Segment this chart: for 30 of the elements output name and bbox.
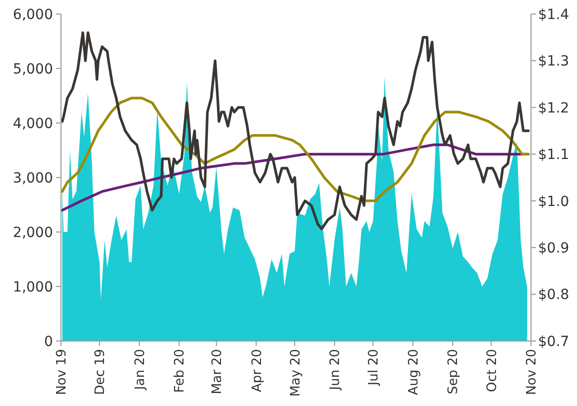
x-tick-label: Nov 20: [524, 349, 540, 396]
y-tick-label: 0: [44, 334, 53, 350]
x-tick-label: Aug 20: [406, 349, 422, 396]
y2-tick-label: $0.7: [538, 334, 570, 350]
y2-tick-label: $1.3: [538, 54, 570, 70]
y-tick-label: 5,000: [12, 61, 53, 78]
x-tick-label: May 20: [288, 349, 304, 397]
x-tick-label: Mar 20: [210, 349, 225, 394]
line-series: [60, 31, 530, 230]
y2-tick-label: $1.4: [538, 6, 570, 23]
y2-tick-label: $1.0: [538, 194, 570, 210]
y-tick-label: 6,000: [12, 6, 53, 23]
x-tick-label: Jul 20: [366, 349, 382, 386]
x-tick-label: Jun 20: [328, 349, 344, 391]
y-tick-label: 4,000: [12, 116, 53, 132]
x-tick-label: Feb 20: [172, 349, 188, 393]
x-tick-label: Apr 20: [250, 349, 265, 392]
y-tick-label: 3,000: [12, 170, 53, 186]
y2-tick-label: $1.1: [538, 147, 570, 164]
x-tick-label: Oct 20: [484, 349, 500, 392]
x-tick-label: Nov 19: [54, 349, 70, 396]
y2-tick-label: $1.2: [538, 100, 570, 116]
line-series: [60, 96, 530, 202]
y-tick-label: 2,000: [12, 224, 53, 241]
y2-tick-label: $0.9: [538, 240, 570, 256]
y2-tick-label: $0.8: [538, 287, 570, 304]
x-tick-label: Sep 20: [446, 349, 462, 394]
y-tick-label: 1,000: [12, 279, 53, 296]
x-tick-label: Jan 20: [132, 349, 148, 391]
x-tick-label: Dec 19: [93, 349, 108, 395]
